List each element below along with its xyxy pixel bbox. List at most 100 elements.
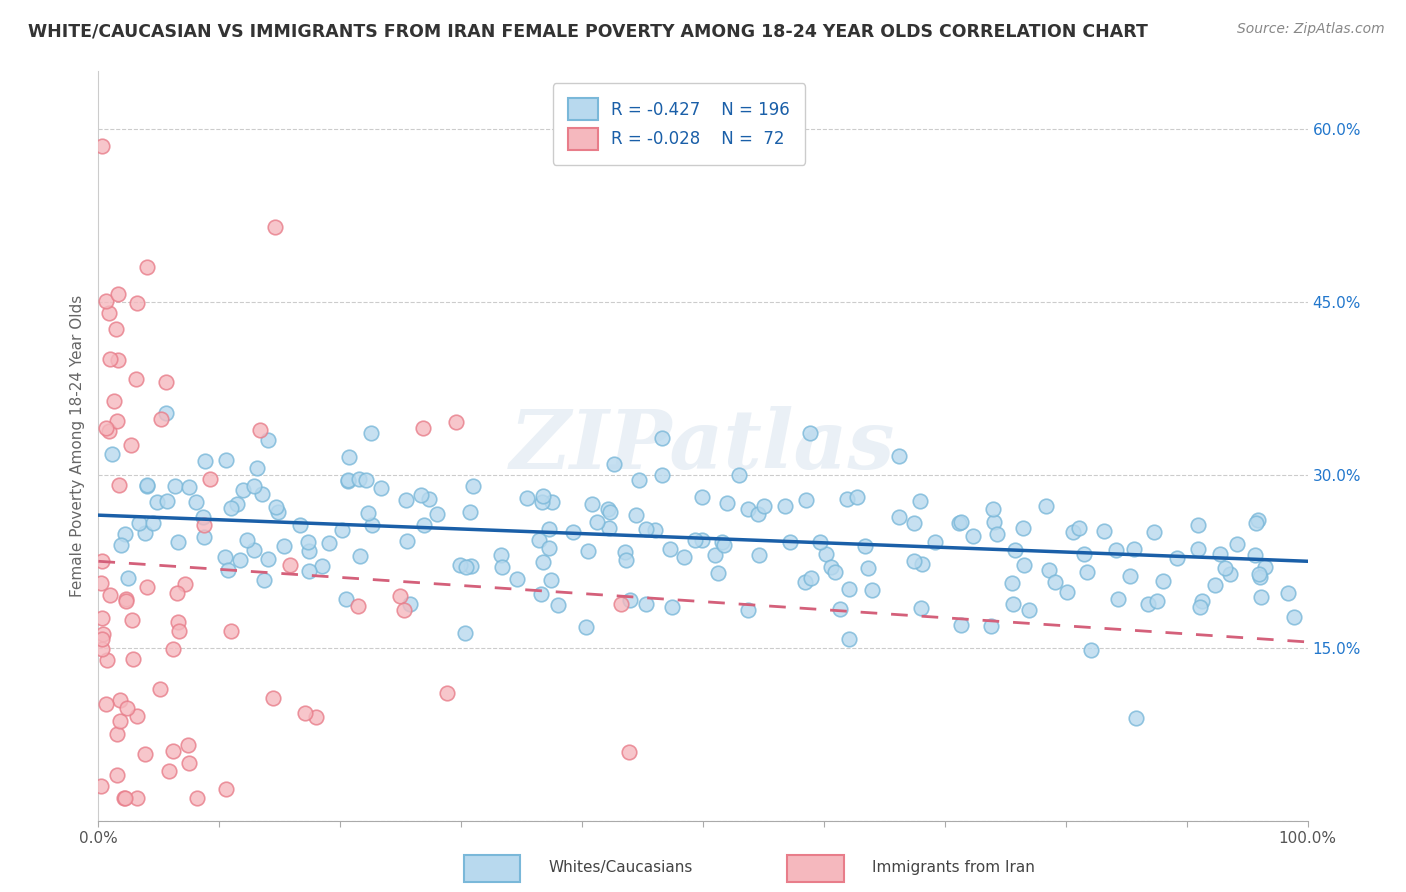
Point	[838, 632, 860, 646]
Point	[1094, 524, 1116, 538]
Point	[716, 496, 738, 510]
Point	[110, 538, 132, 552]
Point	[454, 560, 477, 574]
Point	[461, 479, 484, 493]
Point	[889, 449, 911, 463]
Point	[395, 534, 418, 549]
Point	[1001, 575, 1024, 590]
Point	[948, 516, 970, 530]
Point	[105, 727, 128, 741]
Point	[105, 414, 128, 428]
Point	[910, 600, 932, 615]
Point	[121, 613, 143, 627]
Point	[412, 421, 434, 435]
Point	[250, 487, 273, 501]
Point	[1073, 547, 1095, 561]
Point	[1247, 567, 1270, 582]
Point	[981, 502, 1004, 516]
Point	[1187, 541, 1209, 556]
Point	[177, 738, 200, 752]
Point	[980, 619, 1002, 633]
Point	[1143, 524, 1166, 539]
Point	[120, 438, 142, 452]
Point	[598, 521, 620, 535]
Point	[1076, 565, 1098, 579]
Point	[800, 571, 823, 585]
Point	[136, 477, 159, 491]
Point	[412, 517, 434, 532]
Point	[449, 558, 471, 572]
Point	[193, 530, 215, 544]
Point	[924, 535, 946, 549]
Point	[1107, 592, 1129, 607]
Point	[547, 598, 569, 612]
Point	[1004, 543, 1026, 558]
Point	[392, 603, 415, 617]
Point	[167, 615, 190, 629]
Point	[134, 526, 156, 541]
Point	[215, 453, 238, 467]
Point	[117, 571, 139, 585]
Legend: R = -0.427    N = 196, R = -0.028    N =  72: R = -0.427 N = 196, R = -0.028 N = 72	[553, 84, 804, 165]
Point	[388, 589, 411, 603]
Point	[824, 566, 846, 580]
Point	[262, 691, 284, 706]
Point	[610, 598, 633, 612]
Point	[846, 490, 869, 504]
Point	[256, 552, 278, 566]
Point	[562, 524, 585, 539]
Point	[252, 573, 274, 587]
Point	[516, 491, 538, 505]
Point	[337, 450, 360, 465]
Point	[1137, 597, 1160, 611]
Point	[444, 415, 467, 429]
Point	[673, 549, 696, 564]
Point	[779, 534, 801, 549]
Point	[347, 599, 370, 613]
Point	[90, 632, 112, 647]
Point	[748, 548, 770, 562]
Point	[349, 472, 371, 486]
Point	[125, 790, 148, 805]
Point	[357, 506, 380, 520]
Point	[634, 522, 657, 536]
Point	[808, 535, 831, 549]
Point	[156, 493, 179, 508]
Point	[651, 467, 673, 482]
Point	[460, 505, 482, 519]
Point	[1125, 711, 1147, 725]
Point	[644, 523, 666, 537]
Point	[162, 744, 184, 758]
Point	[692, 490, 714, 504]
Point	[173, 577, 195, 591]
Point	[91, 642, 114, 657]
Point	[249, 423, 271, 437]
Point	[135, 580, 157, 594]
Point	[1219, 567, 1241, 582]
Point	[619, 593, 641, 607]
Point	[581, 497, 603, 511]
Point	[1243, 548, 1265, 562]
Point	[257, 433, 280, 447]
Point	[166, 585, 188, 599]
Point	[105, 767, 128, 781]
Point	[911, 557, 934, 571]
Point	[330, 523, 353, 537]
FancyBboxPatch shape	[787, 855, 844, 882]
Point	[177, 480, 200, 494]
Point	[90, 139, 112, 153]
Point	[707, 566, 730, 581]
Point	[90, 576, 112, 591]
Point	[96, 652, 118, 666]
Point	[411, 488, 433, 502]
Point	[135, 260, 157, 275]
Point	[243, 479, 266, 493]
Point	[186, 790, 208, 805]
Point	[115, 592, 138, 607]
Point	[908, 493, 931, 508]
Point	[112, 790, 135, 805]
Point	[1001, 597, 1024, 611]
FancyBboxPatch shape	[464, 855, 520, 882]
Text: Source: ZipAtlas.com: Source: ZipAtlas.com	[1237, 22, 1385, 37]
Point	[114, 527, 136, 541]
